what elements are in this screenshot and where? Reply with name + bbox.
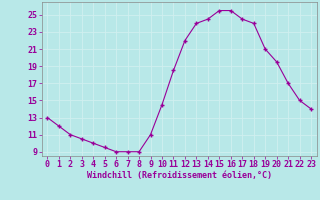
X-axis label: Windchill (Refroidissement éolien,°C): Windchill (Refroidissement éolien,°C): [87, 171, 272, 180]
